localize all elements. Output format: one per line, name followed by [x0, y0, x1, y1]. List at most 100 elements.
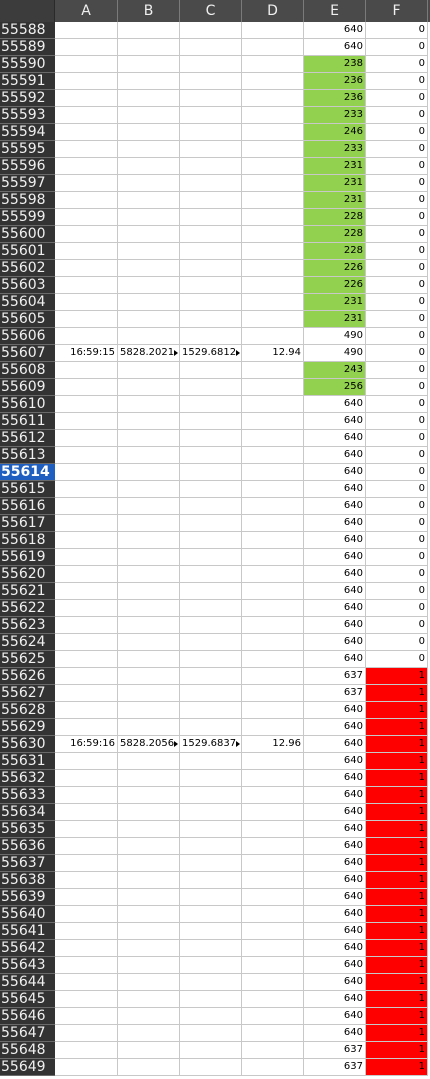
cell-c[interactable]	[180, 39, 242, 56]
cell-a[interactable]	[55, 600, 118, 617]
cell-a[interactable]	[55, 277, 118, 294]
cell-c[interactable]	[180, 396, 242, 413]
cell-b[interactable]	[118, 634, 180, 651]
row-header[interactable]: 55619	[0, 549, 55, 566]
cell-f[interactable]: 1	[366, 753, 428, 770]
cell-e[interactable]: 640	[304, 974, 366, 991]
cell-f[interactable]: 0	[366, 107, 428, 124]
cell-f[interactable]: 0	[366, 634, 428, 651]
cell-a[interactable]	[55, 634, 118, 651]
cell-f[interactable]: 1	[366, 736, 428, 753]
cell-c[interactable]	[180, 668, 242, 685]
cell-d[interactable]	[242, 430, 304, 447]
cell-e[interactable]: 637	[304, 668, 366, 685]
row-header[interactable]: 55620	[0, 566, 55, 583]
cell-c[interactable]	[180, 719, 242, 736]
cell-c[interactable]	[180, 583, 242, 600]
cell-e[interactable]: 640	[304, 940, 366, 957]
cell-f[interactable]: 1	[366, 957, 428, 974]
cell-a[interactable]	[55, 73, 118, 90]
row-header[interactable]: 55635	[0, 821, 55, 838]
cell-c[interactable]	[180, 821, 242, 838]
cell-b[interactable]	[118, 56, 180, 73]
cell-b[interactable]	[118, 141, 180, 158]
cell-f[interactable]: 0	[366, 549, 428, 566]
cell-f[interactable]: 0	[366, 430, 428, 447]
cell-b[interactable]	[118, 413, 180, 430]
cell-e[interactable]: 640	[304, 39, 366, 56]
cell-b[interactable]	[118, 787, 180, 804]
cell-e[interactable]: 640	[304, 651, 366, 668]
cell-c[interactable]	[180, 566, 242, 583]
cell-a[interactable]	[55, 209, 118, 226]
cell-e[interactable]: 640	[304, 396, 366, 413]
cell-e[interactable]: 640	[304, 464, 366, 481]
cell-f[interactable]: 1	[366, 1025, 428, 1042]
cell-b[interactable]: 5828.2021	[118, 345, 180, 362]
cell-b[interactable]	[118, 1042, 180, 1059]
cell-a[interactable]	[55, 566, 118, 583]
cell-a[interactable]	[55, 396, 118, 413]
cell-a[interactable]	[55, 39, 118, 56]
cell-f[interactable]: 1	[366, 940, 428, 957]
cell-d[interactable]	[242, 56, 304, 73]
cell-f[interactable]: 1	[366, 702, 428, 719]
row-header[interactable]: 55612	[0, 430, 55, 447]
row-header[interactable]: 55610	[0, 396, 55, 413]
cell-b[interactable]	[118, 243, 180, 260]
cell-a[interactable]	[55, 906, 118, 923]
cell-e[interactable]: 637	[304, 1059, 366, 1076]
cell-f[interactable]: 1	[366, 719, 428, 736]
row-header[interactable]: 55604	[0, 294, 55, 311]
cell-e[interactable]: 236	[304, 73, 366, 90]
row-header[interactable]: 55631	[0, 753, 55, 770]
cell-d[interactable]: 12.94	[242, 345, 304, 362]
cell-b[interactable]	[118, 651, 180, 668]
cell-f[interactable]: 1	[366, 991, 428, 1008]
cell-a[interactable]	[55, 243, 118, 260]
cell-c[interactable]	[180, 107, 242, 124]
row-header[interactable]: 55624	[0, 634, 55, 651]
row-header[interactable]: 55630	[0, 736, 55, 753]
cell-d[interactable]	[242, 447, 304, 464]
cell-f[interactable]: 0	[366, 651, 428, 668]
row-header[interactable]: 55599	[0, 209, 55, 226]
cell-e[interactable]: 640	[304, 889, 366, 906]
cell-d[interactable]	[242, 226, 304, 243]
cell-b[interactable]	[118, 175, 180, 192]
cell-f[interactable]: 0	[366, 39, 428, 56]
cell-f[interactable]: 0	[366, 328, 428, 345]
cell-e[interactable]: 256	[304, 379, 366, 396]
cell-f[interactable]: 0	[366, 498, 428, 515]
cell-b[interactable]	[118, 566, 180, 583]
row-header[interactable]: 55625	[0, 651, 55, 668]
cell-c[interactable]	[180, 328, 242, 345]
row-header[interactable]: 55601	[0, 243, 55, 260]
cell-a[interactable]	[55, 158, 118, 175]
cell-b[interactable]	[118, 872, 180, 889]
cell-f[interactable]: 1	[366, 872, 428, 889]
cell-d[interactable]	[242, 889, 304, 906]
cell-d[interactable]	[242, 39, 304, 56]
cell-c[interactable]	[180, 770, 242, 787]
cell-c[interactable]: 1529.6837	[180, 736, 242, 753]
cell-d[interactable]	[242, 328, 304, 345]
cell-a[interactable]	[55, 787, 118, 804]
cell-e[interactable]: 640	[304, 787, 366, 804]
cell-d[interactable]	[242, 906, 304, 923]
cell-f[interactable]: 0	[366, 141, 428, 158]
cell-d[interactable]	[242, 90, 304, 107]
cell-d[interactable]	[242, 124, 304, 141]
row-header[interactable]: 55617	[0, 515, 55, 532]
cell-b[interactable]	[118, 889, 180, 906]
cell-e[interactable]: 640	[304, 702, 366, 719]
cell-b[interactable]: 5828.2056	[118, 736, 180, 753]
cell-c[interactable]	[180, 872, 242, 889]
cell-f[interactable]: 0	[366, 447, 428, 464]
cell-b[interactable]	[118, 974, 180, 991]
cell-e[interactable]: 228	[304, 243, 366, 260]
cell-a[interactable]	[55, 56, 118, 73]
cell-b[interactable]	[118, 1025, 180, 1042]
cell-b[interactable]	[118, 124, 180, 141]
